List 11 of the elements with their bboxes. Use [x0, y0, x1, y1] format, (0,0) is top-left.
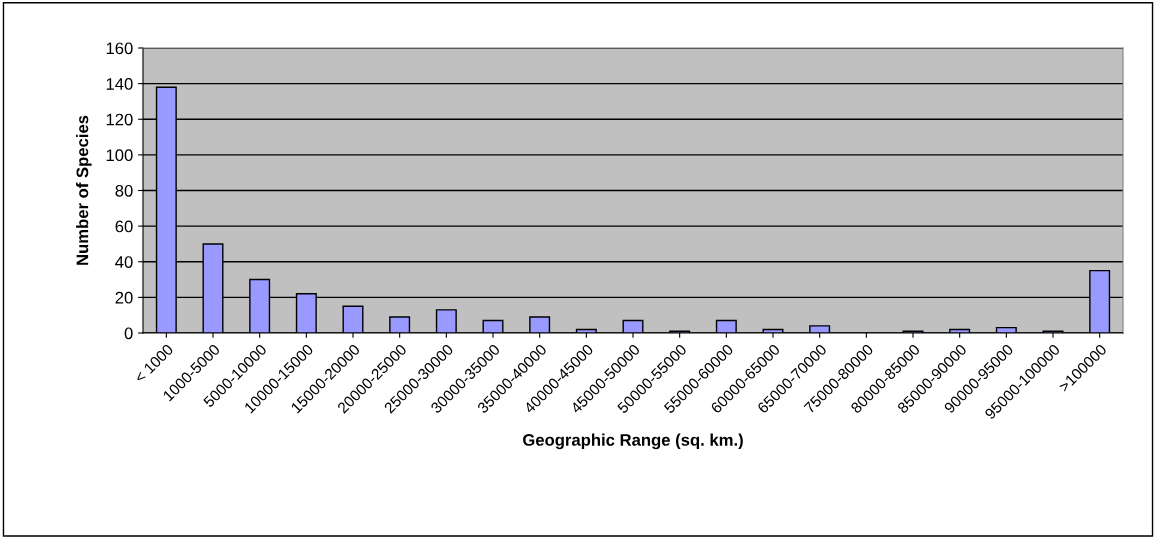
y-tick-label: 20 — [115, 291, 133, 304]
y-tick-label: 40 — [115, 256, 133, 268]
y-tick-label: 140 — [106, 78, 133, 90]
y-tick-label: 60 — [115, 220, 133, 233]
y-tick-label: 80 — [115, 184, 133, 197]
y-tick-label: 160 — [106, 42, 133, 55]
y-tick-label: 100 — [106, 149, 133, 162]
x-axis-title: Geographic Range (sq. km.) — [523, 433, 743, 450]
y-tick-label: 0 — [124, 327, 133, 340]
y-tick-label: 120 — [106, 113, 133, 126]
y-axis-title: Number of Species — [76, 115, 92, 265]
